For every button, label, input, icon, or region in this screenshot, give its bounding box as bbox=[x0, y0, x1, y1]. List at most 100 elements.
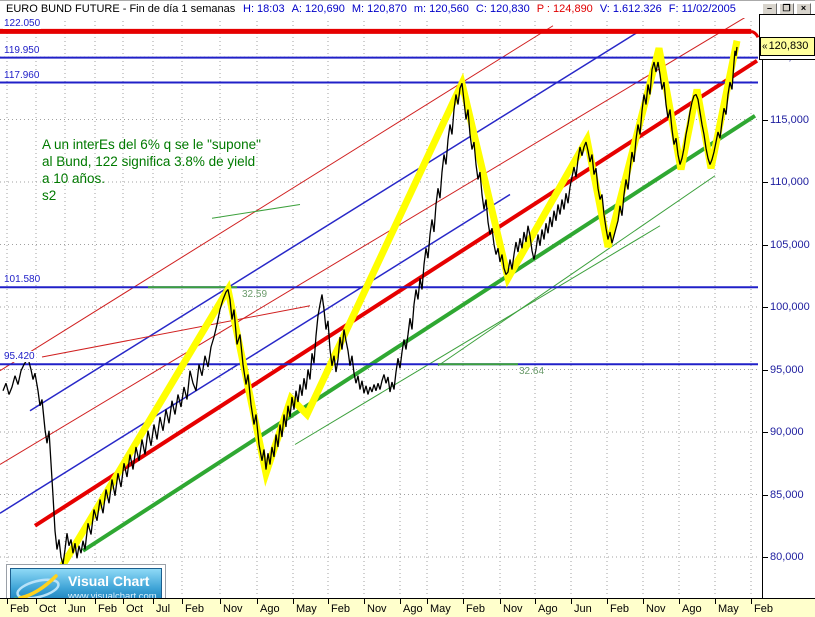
x-tick bbox=[65, 599, 66, 604]
quote-stat: C: 120,830 bbox=[475, 3, 530, 15]
thin-red-long bbox=[0, 18, 746, 465]
x-tick bbox=[328, 599, 329, 604]
x-axis-label: Nov bbox=[646, 603, 666, 615]
time-axis[interactable]: Feb Oct Jun Feb Oct Jul Feb Nov Ago May Feb Nov Ago M… bbox=[0, 598, 815, 617]
quote-stat: F: 11/02/2005 bbox=[668, 3, 736, 15]
x-axis-label: Nov bbox=[223, 603, 243, 615]
x-tick bbox=[643, 599, 644, 604]
x-axis-label: Feb bbox=[185, 603, 204, 615]
y-axis-label: 85,000 bbox=[770, 488, 804, 501]
y-tick bbox=[763, 557, 768, 558]
chart-plot-area[interactable]: 122.050 119.950 117.960 101.580 95.420 32.59… bbox=[0, 18, 762, 611]
y-axis-label: 110,000 bbox=[770, 176, 809, 188]
y-axis-label: 90,000 bbox=[770, 426, 804, 438]
main-uptrend-red bbox=[33, 59, 759, 528]
x-axis-label: Oct bbox=[126, 603, 144, 615]
y-tick bbox=[763, 369, 768, 371]
blue-channel-upper bbox=[29, 30, 641, 412]
price-chart-canvas[interactable] bbox=[0, 18, 762, 598]
blue-channel-lower bbox=[0, 193, 511, 514]
yellow-zigzag bbox=[54, 40, 741, 576]
analyst-note-line: a 10 años. bbox=[42, 171, 106, 186]
x-tick bbox=[427, 599, 428, 604]
x-axis-label: Jun bbox=[574, 603, 592, 615]
last-price-tag: «120,830 bbox=[760, 37, 815, 56]
x-axis-label: May bbox=[430, 603, 451, 615]
y-tick bbox=[763, 119, 768, 121]
analyst-note: A un interEs del 6% q se le "supone" al B… bbox=[42, 136, 261, 204]
x-tick bbox=[571, 599, 572, 604]
x-axis-label: Ago bbox=[403, 603, 423, 615]
analyst-note-line: A un interEs del 6% q se le "supone" bbox=[42, 137, 261, 152]
x-axis-label: Feb bbox=[466, 603, 485, 615]
y-tick bbox=[763, 182, 768, 183]
y-axis-label: 80,000 bbox=[770, 551, 804, 563]
quote-stats: H: 18:03 A: 120,690 M: 120,870 m: 120,560 C:… bbox=[243, 3, 743, 15]
x-tick bbox=[293, 599, 294, 604]
analyst-note-line: s2 bbox=[42, 188, 57, 203]
x-tick bbox=[607, 599, 608, 604]
measurement-label-32.64: 32.64 bbox=[519, 366, 545, 378]
x-tick bbox=[36, 599, 37, 604]
x-tick bbox=[95, 599, 96, 604]
logo-title: Visual Chart bbox=[68, 573, 150, 589]
quote-stat: A: 120,690 bbox=[291, 3, 345, 15]
quote-stat: M: 120,870 bbox=[351, 3, 407, 15]
logo-url: www.visualchart.com bbox=[68, 591, 157, 602]
x-tick bbox=[751, 599, 752, 604]
x-tick bbox=[463, 599, 464, 604]
x-axis-label: Jul bbox=[156, 603, 171, 615]
y-axis-label: 105,000 bbox=[770, 238, 810, 251]
chart-title: EURO BUND FUTURE - Fin de día 1 semanas bbox=[6, 3, 236, 15]
y-tick bbox=[763, 307, 768, 308]
x-axis-label: Feb bbox=[98, 603, 117, 615]
quote-stat: H: 18:03 bbox=[243, 3, 285, 15]
x-axis-label: Ago bbox=[538, 603, 558, 615]
level-label-101.580: 101.580 bbox=[3, 274, 42, 286]
x-tick bbox=[257, 599, 258, 604]
thin-green-b bbox=[294, 225, 661, 445]
level-label-117.960: 117.960 bbox=[3, 69, 41, 81]
x-axis-label: Feb bbox=[610, 603, 629, 615]
y-axis-label: 100,000 bbox=[770, 301, 810, 313]
y-tick bbox=[763, 432, 768, 433]
x-axis-label: Feb bbox=[754, 603, 773, 615]
x-axis-label: Feb bbox=[10, 603, 29, 615]
x-axis-label: Ago bbox=[260, 603, 280, 615]
thin-red-shallow bbox=[41, 305, 311, 358]
x-tick bbox=[715, 599, 716, 604]
title-bar: EURO BUND FUTURE - Fin de día 1 semanas … bbox=[0, 1, 815, 18]
x-tick bbox=[500, 599, 501, 604]
x-tick bbox=[220, 599, 221, 604]
x-tick bbox=[679, 599, 680, 604]
x-axis-label: Jun bbox=[68, 603, 86, 615]
x-tick bbox=[182, 599, 183, 604]
level-label-119.950: 119.950 bbox=[3, 44, 41, 56]
quote-stat: V: 1.612.326 bbox=[599, 3, 662, 15]
analyst-note-line: al Bund, 122 significa 3.8% de yield bbox=[42, 154, 256, 169]
x-axis-label: Feb bbox=[331, 603, 350, 615]
x-axis-label: Nov bbox=[367, 603, 387, 615]
x-tick bbox=[535, 599, 536, 604]
y-axis-label: 95,000 bbox=[770, 363, 804, 376]
x-tick bbox=[153, 599, 154, 604]
x-axis-label: May bbox=[296, 603, 317, 615]
tag-arrow-icon: « bbox=[762, 41, 768, 52]
x-axis-label: Oct bbox=[39, 603, 57, 615]
x-tick bbox=[364, 599, 365, 604]
thin-green-shallow bbox=[211, 204, 301, 219]
y-tick bbox=[763, 244, 768, 246]
support-green bbox=[81, 114, 757, 553]
x-tick bbox=[7, 599, 8, 604]
restore-button[interactable]: ❐ bbox=[779, 3, 794, 16]
level-label-95.420: 95.420 bbox=[3, 351, 36, 363]
price-line bbox=[2, 46, 738, 565]
price-axis[interactable]: 120,000115,000110,000105,000100,00095,00… bbox=[762, 18, 815, 598]
y-axis-label: 115,000 bbox=[770, 113, 809, 126]
x-axis-label: Nov bbox=[503, 603, 523, 615]
thin-green-a bbox=[437, 175, 716, 367]
x-tick bbox=[123, 599, 124, 604]
x-axis-label: Ago bbox=[682, 603, 702, 615]
measurement-label-32.59: 32.59 bbox=[242, 289, 268, 301]
y-tick bbox=[763, 494, 768, 496]
